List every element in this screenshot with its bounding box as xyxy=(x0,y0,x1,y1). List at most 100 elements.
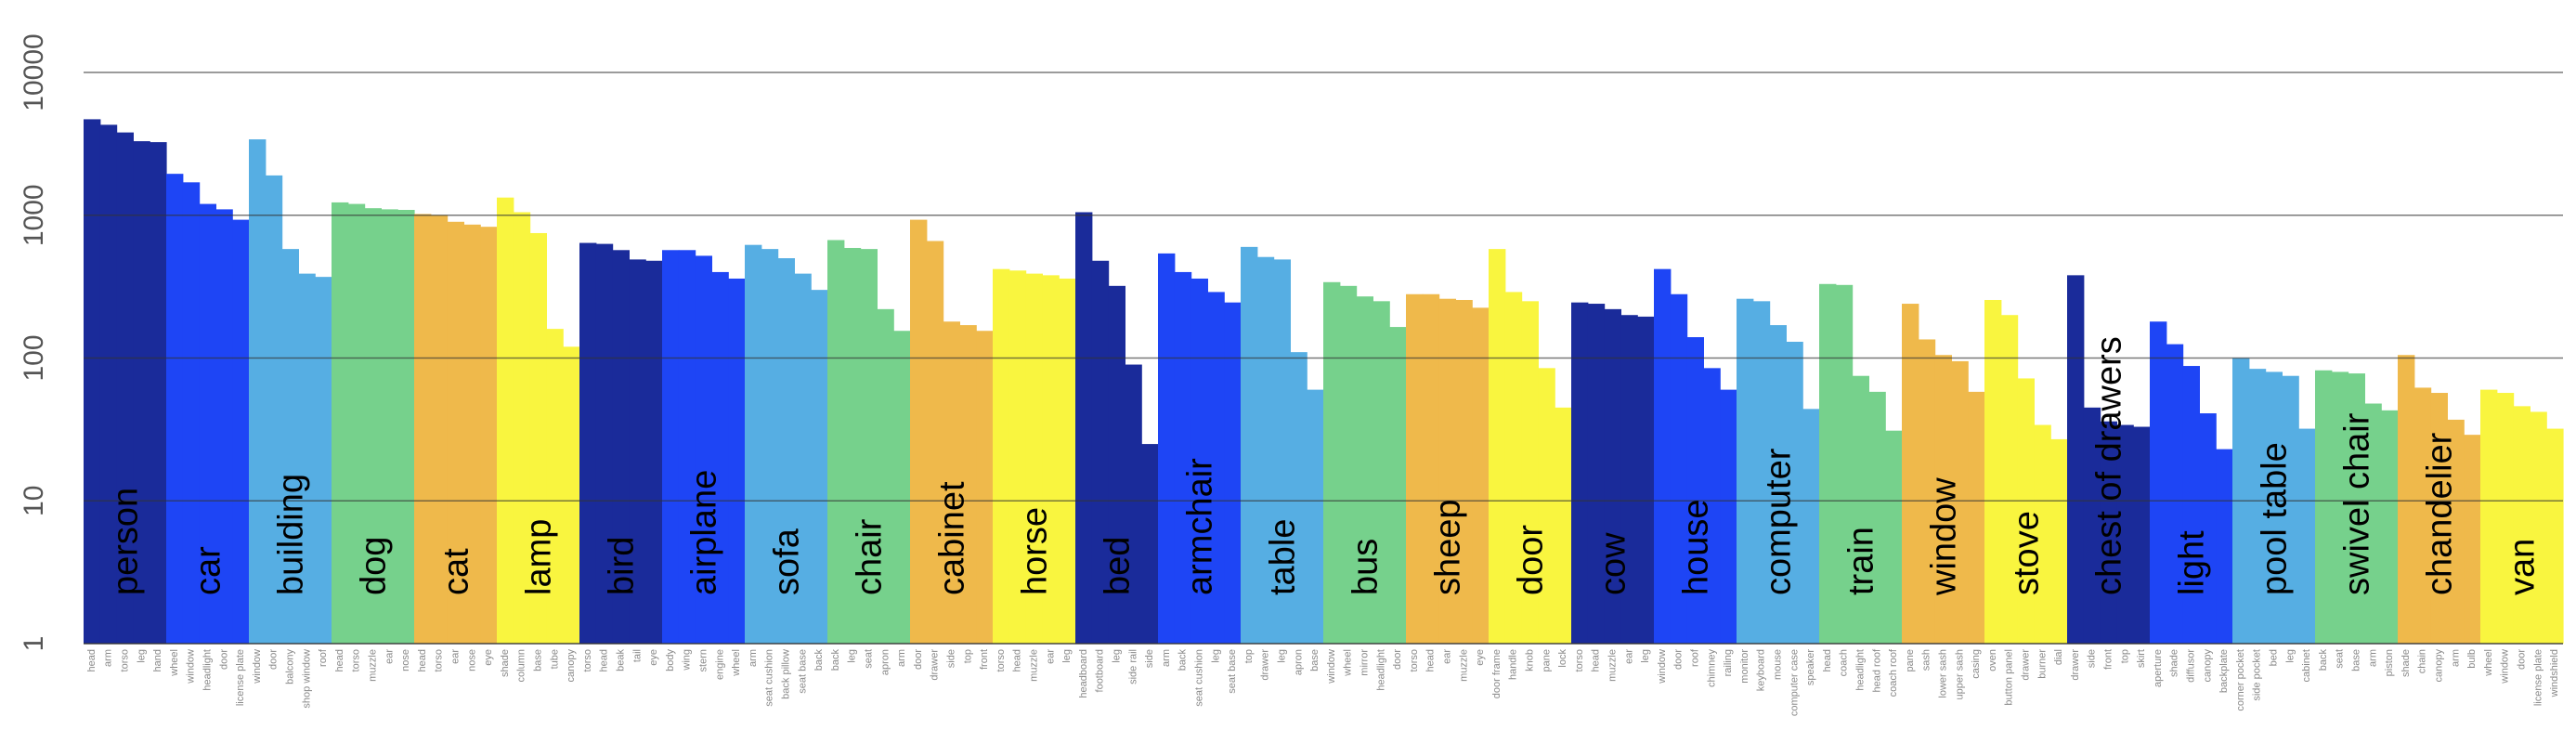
category-label: house xyxy=(1677,499,1716,595)
part-label: handle xyxy=(1508,649,1519,680)
y-tick-label: 1000 xyxy=(19,184,49,246)
bar xyxy=(1290,352,1308,644)
category-label: person xyxy=(107,488,146,595)
bar xyxy=(2513,406,2530,644)
category-labels: person car building dog cat lamp bird airplane s… xyxy=(107,336,2543,596)
part-label: eye xyxy=(648,649,659,666)
bar xyxy=(1571,302,1589,644)
bar xyxy=(480,227,498,644)
part-label: head xyxy=(599,649,610,671)
part-label: seat xyxy=(864,649,875,669)
bar xyxy=(910,219,928,644)
part-label: head xyxy=(86,649,98,671)
part-label: ear xyxy=(1623,649,1634,664)
part-label: leg xyxy=(1640,649,1651,663)
category-label: door xyxy=(1512,525,1551,595)
part-label: sash xyxy=(1921,649,1932,671)
part-label: headboard xyxy=(1078,649,1089,698)
bar xyxy=(579,242,597,644)
part-label: seat cushion xyxy=(764,649,775,707)
category-label: armchair xyxy=(1181,458,1220,595)
category-label: building xyxy=(272,474,311,595)
bar xyxy=(1323,281,1341,644)
part-label: seat base xyxy=(1227,649,1238,694)
part-label: speaker xyxy=(1805,649,1816,685)
category-label: bird xyxy=(603,537,642,595)
bar xyxy=(2182,366,2200,644)
category-label: chest of drawers xyxy=(2090,336,2129,595)
part-label: side xyxy=(2087,649,2098,668)
bar xyxy=(1406,293,1424,644)
part-label: window xyxy=(2500,649,2511,684)
part-label: wing xyxy=(682,649,693,671)
part-label: back xyxy=(2318,649,2329,671)
category-label: airplane xyxy=(685,470,724,595)
bar xyxy=(2083,407,2101,644)
part-label: headlight xyxy=(202,649,214,691)
part-label: back pillow xyxy=(781,649,792,699)
part-label: leg xyxy=(1210,649,1221,663)
part-label: drawer xyxy=(1260,649,1271,681)
part-label: drawer xyxy=(2021,649,2032,681)
bar xyxy=(1555,407,1572,644)
part-label: canopy xyxy=(2202,649,2213,683)
bar xyxy=(1703,368,1721,644)
part-label: chimney xyxy=(1706,649,1717,687)
bar xyxy=(2381,410,2399,644)
part-label: arm xyxy=(2367,649,2378,667)
bar xyxy=(1455,299,1473,644)
part-label: apron xyxy=(879,649,891,675)
bar xyxy=(662,250,680,644)
bar xyxy=(1902,304,1919,644)
bar xyxy=(2464,435,2481,644)
bar xyxy=(1091,260,1110,644)
bar xyxy=(645,260,663,644)
part-label: top xyxy=(962,649,973,663)
bar xyxy=(1504,292,1523,644)
bar xyxy=(877,308,894,644)
bar xyxy=(695,255,712,644)
part-label: torso xyxy=(995,649,1007,671)
bar xyxy=(2100,421,2117,644)
part-label: license plate xyxy=(2532,649,2543,706)
bar xyxy=(150,142,167,645)
part-label: chain xyxy=(2417,649,2428,673)
part-label: wheel xyxy=(169,649,180,677)
part-label: head xyxy=(1012,649,1023,671)
bar xyxy=(1174,271,1192,644)
category-label: cat xyxy=(437,548,476,595)
bar xyxy=(943,321,960,644)
category-label: sofa xyxy=(768,528,807,595)
part-label: footboard xyxy=(1095,649,1106,692)
part-label: diffusor xyxy=(2186,649,2197,683)
part-label: mirror xyxy=(1360,649,1371,676)
category-label: window xyxy=(1925,477,1964,596)
part-label: door xyxy=(2517,649,2528,670)
part-label: pane xyxy=(1905,649,1916,671)
bar xyxy=(976,331,994,644)
bar xyxy=(2447,419,2465,644)
bar xyxy=(1273,259,1291,644)
part-label: computer case xyxy=(1789,649,1800,716)
category-label: pool table xyxy=(2256,442,2295,595)
bar xyxy=(1968,391,1985,644)
bar xyxy=(1852,375,1869,644)
bar xyxy=(199,203,216,644)
part-label: bed xyxy=(2269,649,2280,666)
part-label: canopy xyxy=(2434,649,2445,683)
bar xyxy=(612,250,630,644)
part-label: oven xyxy=(1987,649,1998,671)
bar xyxy=(249,139,267,645)
part-label: door xyxy=(1673,649,1685,670)
bar xyxy=(1654,268,1672,644)
bar xyxy=(1356,296,1373,644)
part-label: back xyxy=(813,649,825,671)
part-label: top xyxy=(1243,649,1255,663)
part-label: apron xyxy=(1293,649,1304,675)
part-label: side pocket xyxy=(2252,649,2263,701)
bar xyxy=(1389,327,1407,644)
bar xyxy=(215,209,233,644)
bar xyxy=(1224,302,1242,644)
category-label: bed xyxy=(1099,537,1138,595)
bar xyxy=(2248,369,2267,644)
